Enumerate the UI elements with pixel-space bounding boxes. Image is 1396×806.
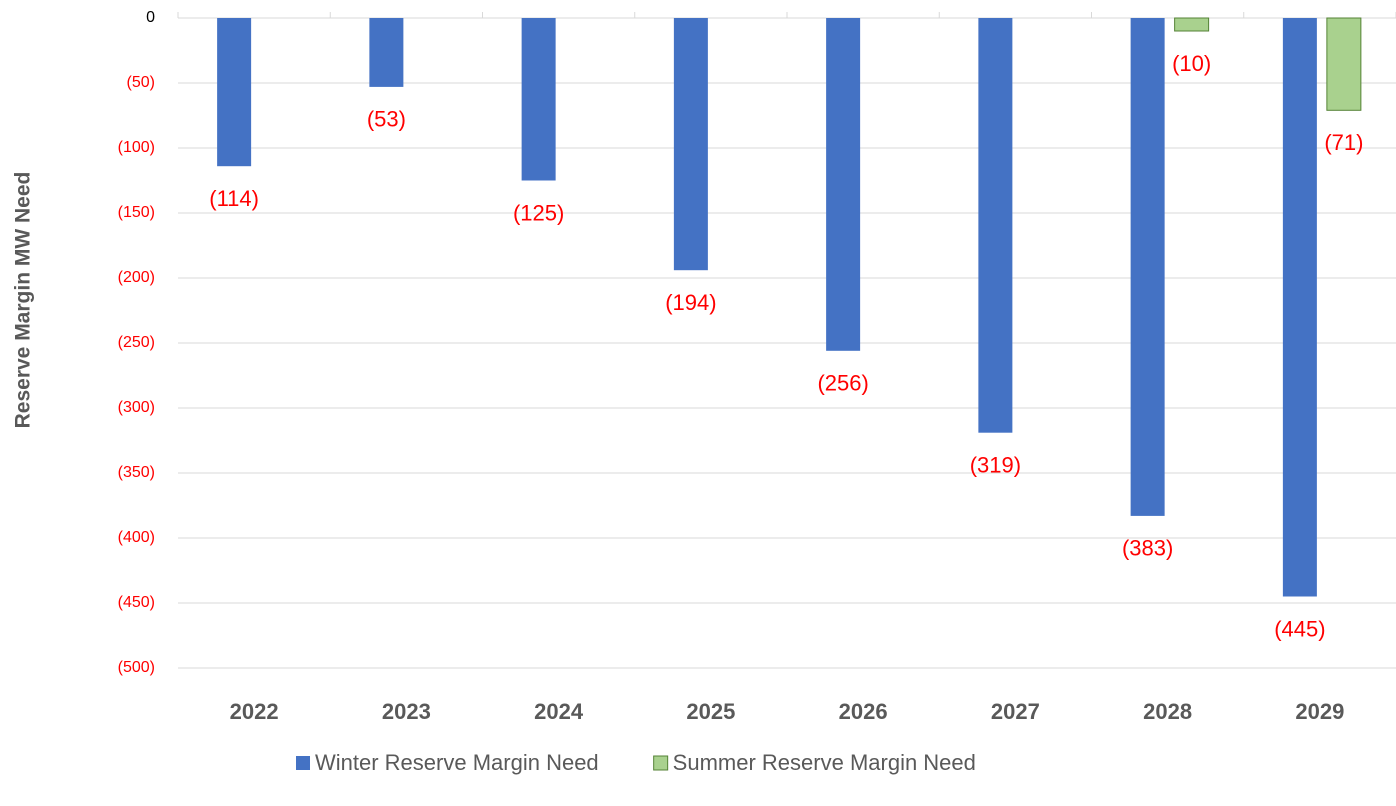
x-tick-label: 2023 xyxy=(382,699,431,724)
x-tick-label: 2026 xyxy=(839,699,888,724)
value-label: (383) xyxy=(1122,536,1173,561)
value-label: (71) xyxy=(1324,130,1363,155)
bar xyxy=(1174,17,1210,32)
y-tick-label: (450) xyxy=(118,594,155,611)
y-tick-label: (200) xyxy=(118,269,155,286)
y-tick-label: (300) xyxy=(118,399,155,416)
bar xyxy=(673,18,708,271)
value-label: (256) xyxy=(817,371,868,396)
x-tick-label: 2024 xyxy=(534,699,584,724)
y-tick-label: (400) xyxy=(118,529,155,546)
bar xyxy=(826,18,861,351)
bar xyxy=(521,18,556,181)
x-tick-label: 2029 xyxy=(1295,699,1344,724)
bar xyxy=(1282,18,1317,597)
x-tick-label: 2028 xyxy=(1143,699,1192,724)
bar xyxy=(1326,17,1362,111)
value-label: (125) xyxy=(513,200,564,225)
y-tick-label: (150) xyxy=(118,204,155,221)
y-axis-title: Reserve Margin MW Need xyxy=(12,172,35,429)
value-label: (114) xyxy=(209,186,259,211)
value-label: (319) xyxy=(970,453,1021,478)
legend-label: Winter Reserve Margin Need xyxy=(315,750,599,775)
y-tick-label: (50) xyxy=(127,74,155,91)
x-tick-label: 2027 xyxy=(991,699,1040,724)
legend-swatch xyxy=(653,755,669,771)
bar xyxy=(978,18,1013,433)
bar xyxy=(369,18,404,87)
y-tick-label: 0 xyxy=(146,9,155,26)
value-label: (445) xyxy=(1274,616,1325,641)
y-tick-label: (500) xyxy=(118,659,155,676)
value-label: (194) xyxy=(665,290,716,315)
bar xyxy=(217,18,252,167)
bar xyxy=(1130,18,1165,516)
y-tick-label: (100) xyxy=(118,139,155,156)
x-tick-label: 2022 xyxy=(230,699,279,724)
value-label: (53) xyxy=(367,107,406,132)
y-tick-label: (350) xyxy=(118,464,155,481)
y-tick-label: (250) xyxy=(118,334,155,351)
legend-swatch xyxy=(296,756,310,770)
value-label: (10) xyxy=(1172,51,1211,76)
legend-label: Summer Reserve Margin Need xyxy=(673,750,976,775)
x-tick-label: 2025 xyxy=(686,699,735,724)
